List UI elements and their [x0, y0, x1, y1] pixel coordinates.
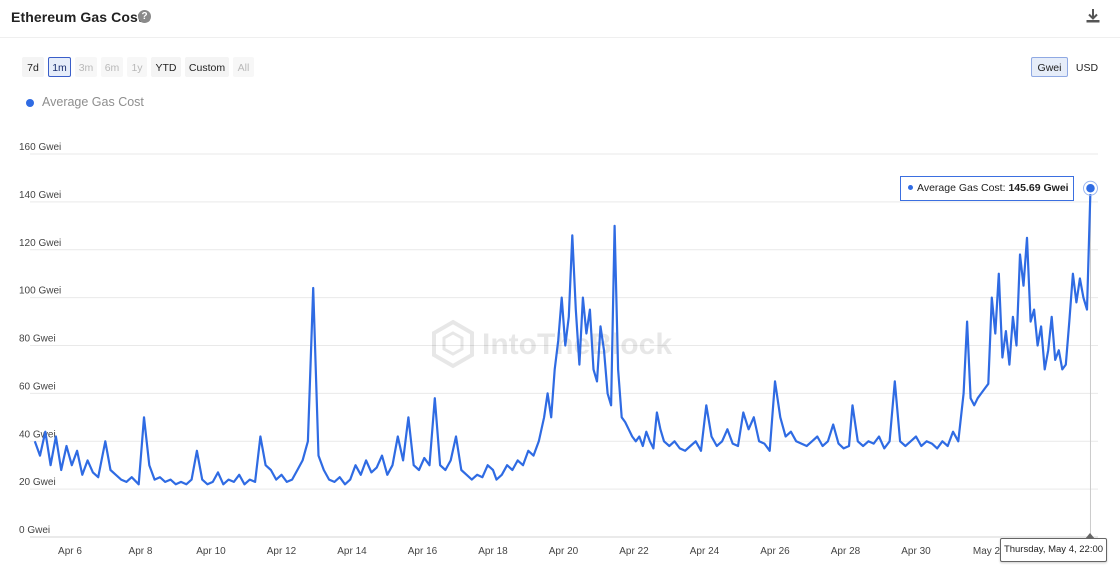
- tooltip-label: Average Gas Cost:: [917, 182, 1006, 194]
- x-tick-label: Apr 28: [831, 546, 861, 557]
- unit-button-gwei[interactable]: Gwei: [1031, 57, 1068, 77]
- x-tick-label: Apr 20: [549, 546, 579, 557]
- x-tick-label: Apr 26: [760, 546, 790, 557]
- y-tick-label: 140 Gwei: [19, 190, 61, 201]
- page-title: Ethereum Gas Costs: [11, 9, 151, 25]
- y-tick-label: 0 Gwei: [19, 525, 50, 536]
- watermark-logo: IntoTheBlock: [432, 319, 672, 369]
- range-button-1y[interactable]: 1y: [127, 57, 147, 77]
- x-tick-label: Apr 8: [129, 546, 153, 557]
- unit-button-usd[interactable]: USD: [1075, 62, 1099, 74]
- y-tick-label: 20 Gwei: [19, 477, 56, 488]
- x-tick-label: Apr 10: [196, 546, 226, 557]
- y-tick-label: 120 Gwei: [19, 238, 61, 249]
- range-button-all[interactable]: All: [233, 57, 254, 77]
- x-tick-label: Apr 6: [58, 546, 82, 557]
- range-button-custom[interactable]: Custom: [185, 57, 229, 77]
- y-tick-label: 40 Gwei: [19, 429, 56, 440]
- x-tick-label: Apr 18: [478, 546, 508, 557]
- x-tick-label: May 2: [973, 546, 1001, 557]
- x-tick-label: Apr 12: [267, 546, 297, 557]
- y-tick-label: 100 Gwei: [19, 286, 61, 297]
- range-button-ytd[interactable]: YTD: [151, 57, 181, 77]
- x-tick-label: Apr 30: [901, 546, 931, 557]
- y-axis-labels: 0 Gwei 20 Gwei 40 Gwei 60 Gwei 80 Gwei 100 Gw…: [19, 142, 61, 536]
- series-line-average-gas-cost: [33, 188, 1092, 486]
- x-axis-labels: Apr 6 Apr 8 Apr 10 Apr 12 Apr 14 Apr 16 Apr 18…: [58, 546, 1001, 557]
- data-tooltip: Average Gas Cost: 145.69 Gwei: [900, 176, 1074, 201]
- download-icon[interactable]: [1085, 8, 1101, 24]
- x-tick-label: Apr 16: [408, 546, 438, 557]
- range-button-7d[interactable]: 7d: [22, 57, 44, 77]
- legend-label: Average Gas Cost: [42, 95, 144, 109]
- range-button-3m[interactable]: 3m: [75, 57, 97, 77]
- y-tick-label: 60 Gwei: [19, 381, 56, 392]
- tooltip-dot-icon: [908, 184, 913, 190]
- series-marker-last-point[interactable]: [1084, 182, 1097, 195]
- x-tick-label: Apr 14: [337, 546, 367, 557]
- series-marker-halo: [1082, 180, 1098, 196]
- tooltip-value: 145.69 Gwei: [1008, 182, 1069, 194]
- x-tick-label: Apr 24: [690, 546, 720, 557]
- range-button-1m[interactable]: 1m: [48, 57, 71, 77]
- header-bar: Ethereum Gas Costs ?: [0, 0, 1120, 38]
- y-tick-label: 80 Gwei: [19, 334, 56, 345]
- range-button-6m[interactable]: 6m: [101, 57, 123, 77]
- y-tick-label: 160 Gwei: [19, 142, 61, 153]
- crosshair-date-label: Thursday, May 4, 22:00: [1000, 533, 1107, 562]
- grid-lines: [30, 153, 1098, 538]
- x-tick-label: Apr 22: [619, 546, 649, 557]
- question-circle-icon[interactable]: ?: [138, 10, 151, 23]
- legend-dot-icon: [26, 99, 34, 107]
